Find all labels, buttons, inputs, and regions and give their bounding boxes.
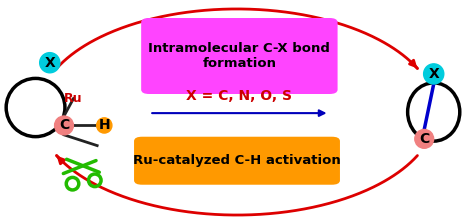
Ellipse shape [55,116,73,135]
Text: C: C [419,132,429,146]
Text: X = C, N, O, S: X = C, N, O, S [186,89,292,103]
Text: H: H [99,118,110,132]
Ellipse shape [40,53,60,73]
Text: C: C [59,118,69,132]
Text: Ru-catalyzed C-H activation: Ru-catalyzed C-H activation [133,154,341,167]
Text: Intramolecular C-X bond
formation: Intramolecular C-X bond formation [148,42,330,70]
Text: X: X [45,56,55,70]
Ellipse shape [424,64,444,84]
Text: Ru: Ru [64,92,83,105]
Ellipse shape [97,118,112,133]
Text: X: X [428,67,439,81]
Ellipse shape [415,129,434,148]
FancyBboxPatch shape [142,19,337,93]
FancyBboxPatch shape [135,138,339,184]
